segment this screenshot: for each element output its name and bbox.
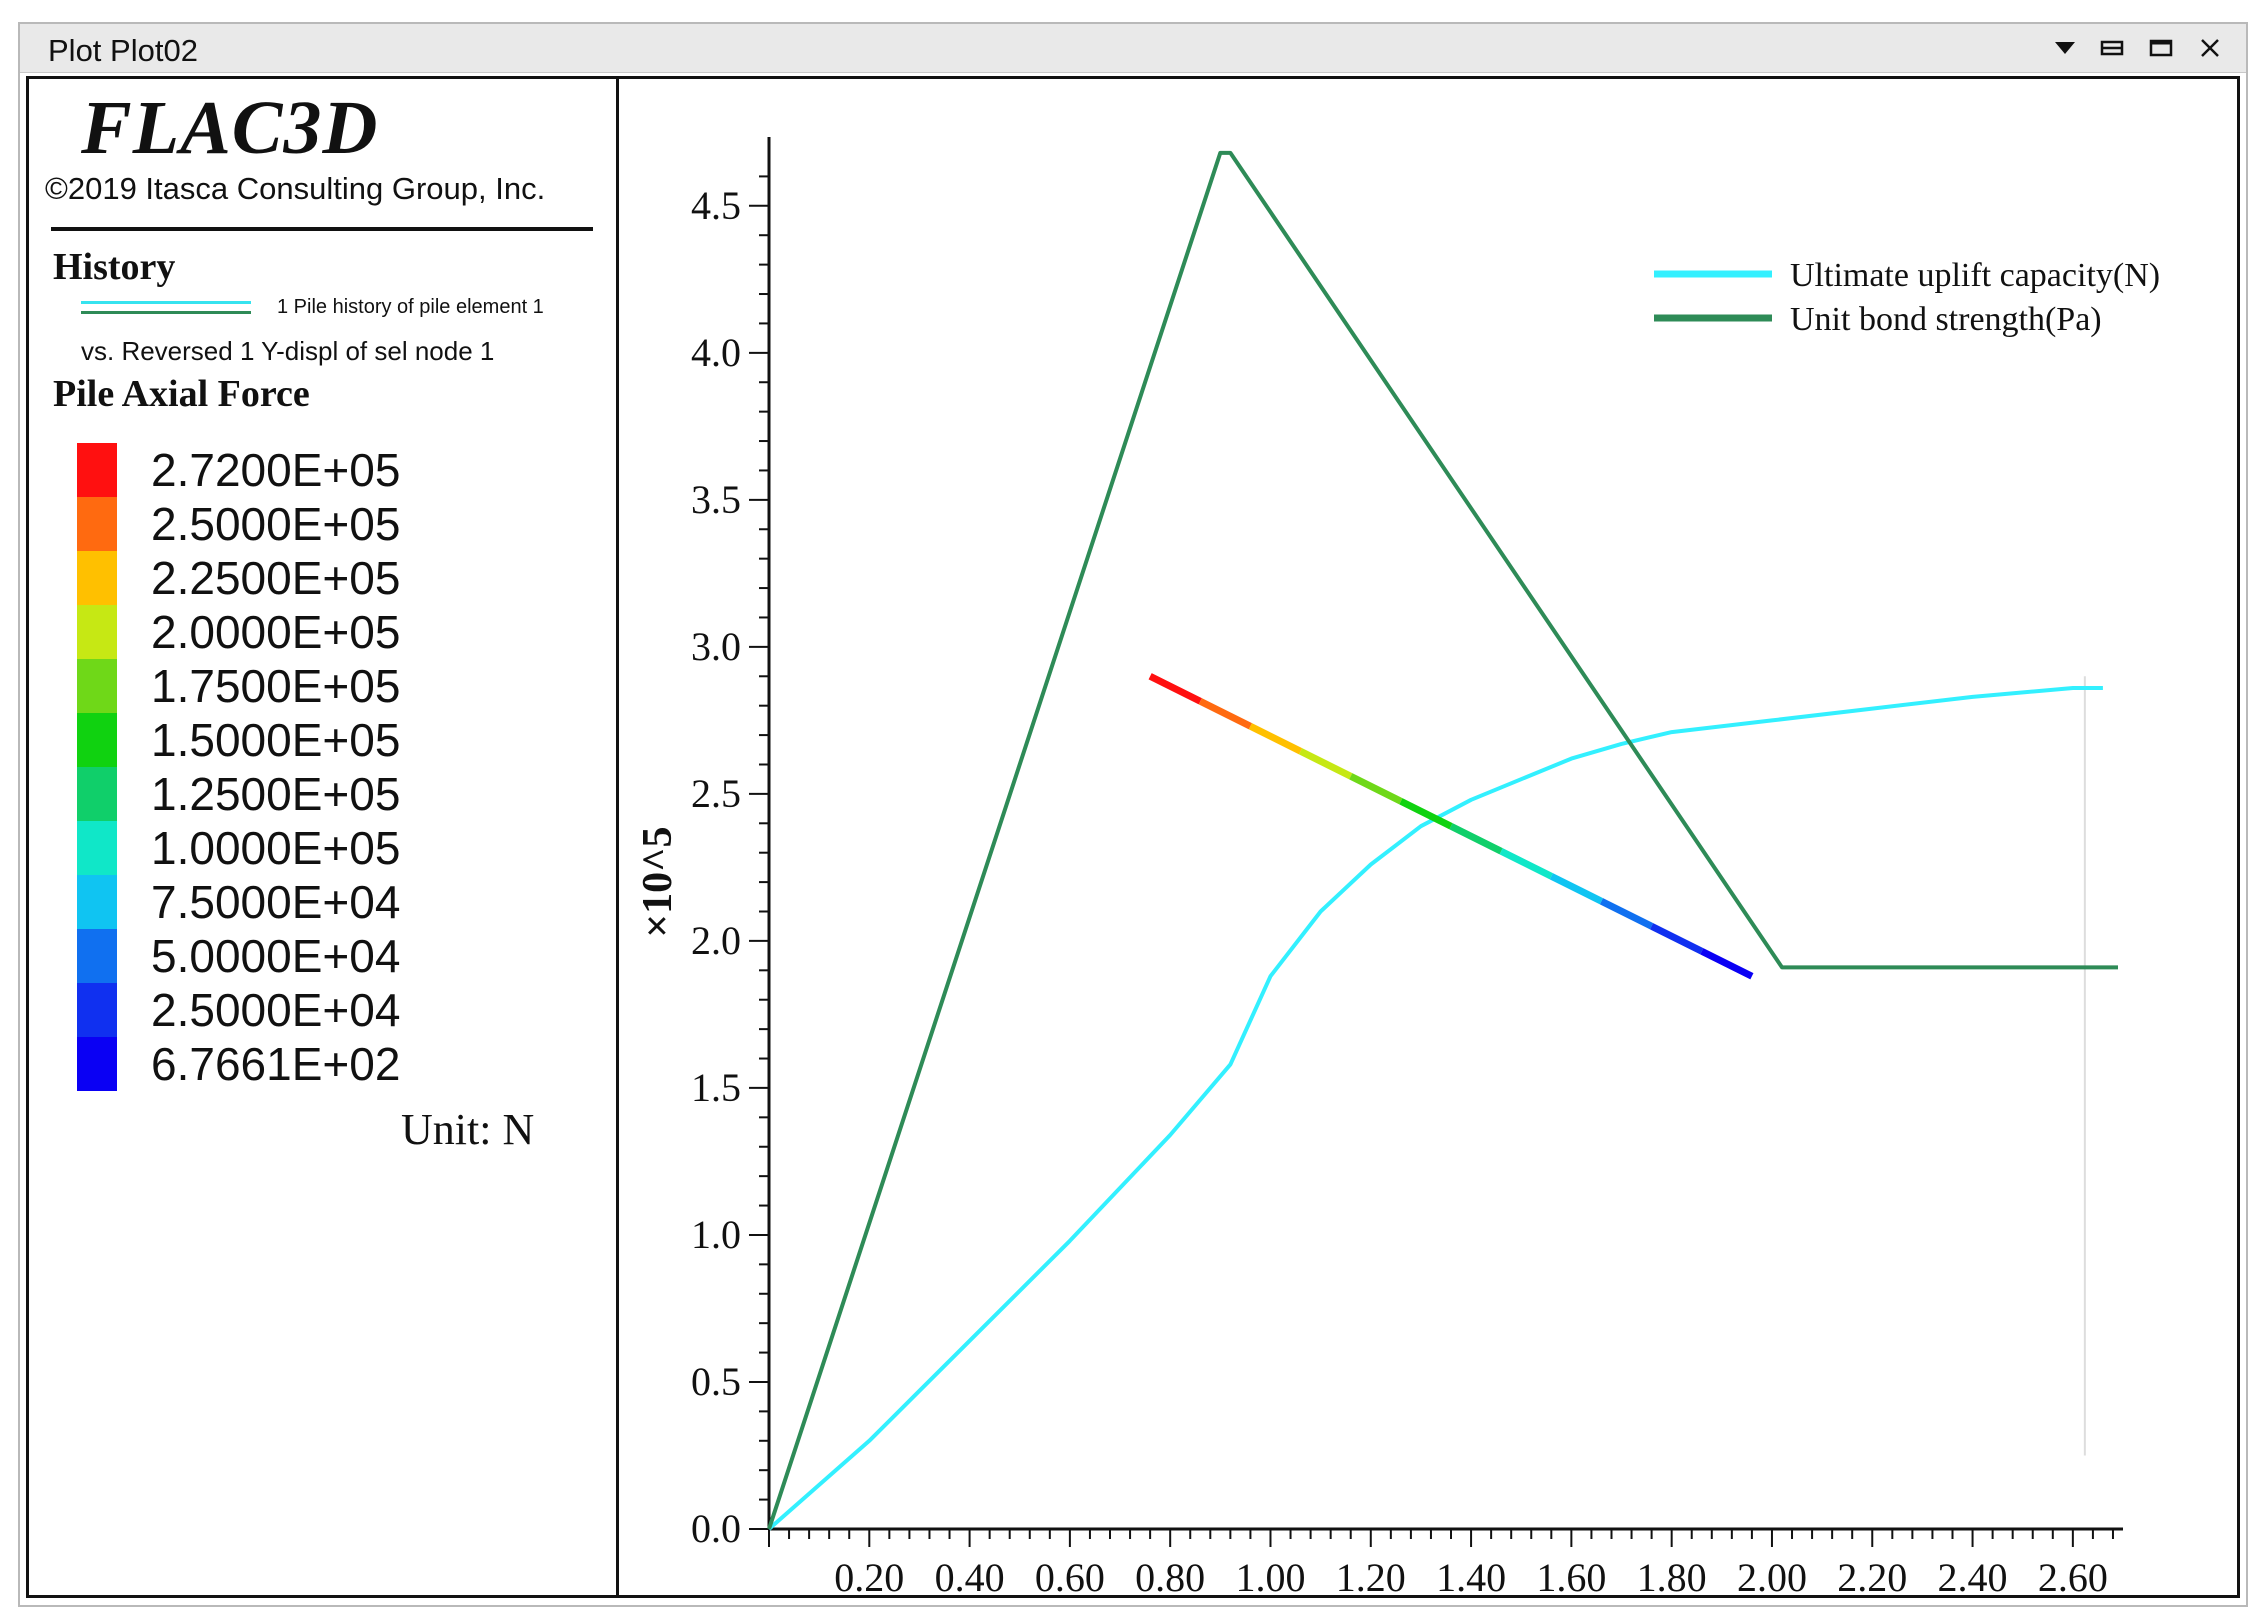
y-tick-label: 3.5	[691, 477, 741, 522]
plot-window: Plot Plot02 FLAC3D ©2019 Itasca Consulti…	[18, 22, 2248, 1618]
pile-element-segment	[1248, 723, 1303, 755]
colorbar-label: 2.0000E+05	[151, 606, 401, 658]
history-line-label: 1 Pile history of pile element 1	[277, 296, 544, 318]
line-chart: 0.0 0.5 1.0 1.5 2.0 2.5 3.0 3.5 4.0 4.5 0.20 0.40 0.…	[635, 137, 2160, 1618]
colorbar-swatch	[77, 983, 117, 1037]
colorbar-swatch	[77, 821, 117, 875]
colorbar-label: 2.5000E+04	[151, 984, 401, 1036]
y-tick-label: 0.0	[691, 1506, 741, 1551]
y-tick-label: 0.5	[691, 1359, 741, 1404]
x-tick-label: 2.60	[2038, 1555, 2108, 1595]
y-tick-label: 4.5	[691, 183, 741, 228]
colorbar-label: 1.2500E+05	[151, 768, 401, 820]
flac3d-logo: FLAC3D	[81, 86, 379, 170]
pile-element-segment	[1148, 673, 1202, 705]
x-tick-label: 0.20	[834, 1555, 904, 1595]
legend-label: Ultimate uplift capacity(N)	[1790, 257, 2160, 294]
x-tick-label: 0.40	[935, 1555, 1005, 1595]
y-axis-label: ×10^5	[635, 826, 681, 937]
y-tick-label: 2.0	[691, 918, 741, 963]
colorbar-label: 2.7200E+05	[151, 444, 401, 496]
pile-element-segment	[1399, 798, 1453, 830]
series-line-bond-strength	[767, 150, 2118, 1530]
colorbar-swatch	[77, 1037, 117, 1091]
pile-element-segment	[1449, 823, 1503, 855]
x-tick-label: 2.40	[1938, 1555, 2008, 1595]
pile-element-segment	[1700, 948, 1754, 980]
pile-element-segment	[1599, 898, 1654, 930]
history-vs-label: vs. Reversed 1 Y-displ of sel node 1	[81, 336, 495, 366]
y-tick-label: 3.0	[691, 624, 741, 669]
pile-element-segment	[1198, 698, 1252, 730]
pile-element-segment	[1650, 923, 1704, 955]
x-tick-label: 1.40	[1436, 1555, 1506, 1595]
colorbar-swatch	[77, 605, 117, 659]
legend-label: Unit bond strength(Pa)	[1790, 301, 2102, 338]
close-icon[interactable]	[2190, 24, 2230, 72]
x-tick-label: 1.80	[1637, 1555, 1707, 1595]
minimize-icon[interactable]	[2092, 24, 2132, 72]
colorbar-swatch	[77, 875, 117, 929]
x-tick-label: 2.20	[1837, 1555, 1907, 1595]
colorbar-label: 5.0000E+04	[151, 930, 401, 982]
dropdown-icon[interactable]	[2045, 24, 2085, 72]
y-tick-label: 4.0	[691, 330, 741, 375]
pile-element-segment	[1299, 748, 1353, 780]
colorbar-swatch	[77, 497, 117, 551]
history-title: History	[53, 246, 176, 288]
legend-panel: FLAC3D ©2019 Itasca Consulting Group, In…	[29, 79, 619, 1595]
x-tick-label: 0.60	[1035, 1555, 1105, 1595]
colorbar-label: 2.2500E+05	[151, 552, 401, 604]
colorbar-swatch	[77, 929, 117, 983]
plot-content: FLAC3D ©2019 Itasca Consulting Group, In…	[26, 76, 2240, 1618]
x-tick-label: 2.00	[1737, 1555, 1807, 1595]
pile-element-segment	[1499, 848, 1553, 880]
history-line-swatch-cyan	[81, 301, 251, 304]
colorbar-label: 1.0000E+05	[151, 822, 401, 874]
divider	[51, 227, 593, 231]
colorbar-label: 1.7500E+05	[151, 660, 401, 712]
colorbar-swatch	[77, 767, 117, 821]
x-tick-label: 1.60	[1536, 1555, 1606, 1595]
window-title: Plot Plot02	[48, 33, 198, 68]
colorbar-label: 2.5000E+05	[151, 498, 401, 550]
series-line-uplift-capacity	[767, 686, 2103, 1531]
maximize-icon[interactable]	[2141, 24, 2181, 72]
y-tick-label: 2.5	[691, 771, 741, 816]
y-tick-label: 1.5	[691, 1065, 741, 1110]
plot-area: 0.0 0.5 1.0 1.5 2.0 2.5 3.0 3.5 4.0 4.5 0.20 0.40 0.…	[619, 79, 2237, 1618]
x-tick-label: 1.00	[1235, 1555, 1305, 1595]
x-tick-label: 1.20	[1336, 1555, 1406, 1595]
pile-element-segment	[1349, 773, 1403, 805]
colorbar-swatch	[77, 551, 117, 605]
unit-label: Unit: N	[401, 1105, 535, 1154]
x-tick-label: 0.80	[1135, 1555, 1205, 1595]
colorbar-label: 1.5000E+05	[151, 714, 401, 766]
colorbar-label: 7.5000E+04	[151, 876, 401, 928]
colorbar-swatch	[77, 443, 117, 497]
history-line-swatch-green	[81, 311, 251, 314]
colorbar-swatch	[77, 713, 117, 767]
colorbar-swatch	[77, 659, 117, 713]
title-bar[interactable]: Plot Plot02	[20, 24, 2246, 73]
colorbar-label: 6.7661E+02	[151, 1038, 401, 1090]
pile-element-segment	[1549, 873, 1604, 905]
y-tick-label: 1.0	[691, 1212, 741, 1257]
copyright-text: ©2019 Itasca Consulting Group, Inc.	[45, 171, 546, 206]
colorbar-title: Pile Axial Force	[53, 373, 310, 415]
